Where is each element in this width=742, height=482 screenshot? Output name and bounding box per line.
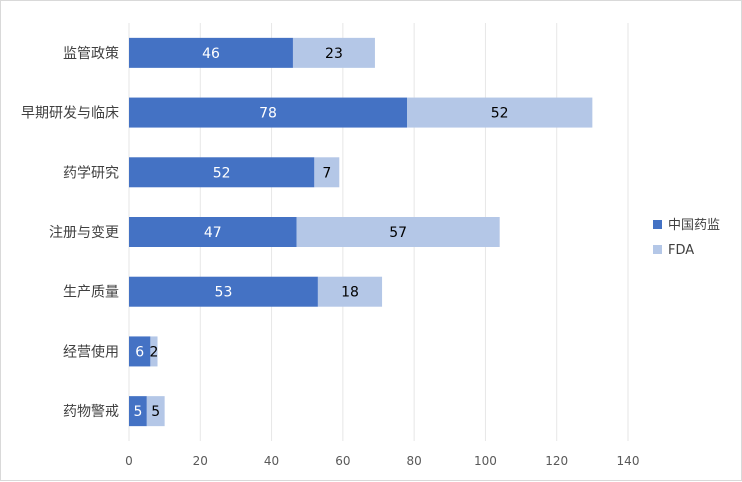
- x-tick-label: 40: [264, 454, 279, 468]
- legend-swatch: [653, 245, 662, 254]
- category-label: 监管政策: [63, 45, 119, 62]
- category-label: 药学研究: [63, 165, 119, 181]
- data-label: 52: [213, 165, 231, 181]
- bar-nmpa: [129, 217, 297, 247]
- category-label: 早期研发与临床: [21, 106, 119, 122]
- legend-entry: FDA: [668, 243, 694, 258]
- bar-fda: [407, 97, 593, 128]
- bar-nmpa: [129, 276, 318, 307]
- bar-fda: [150, 336, 158, 367]
- x-tick-label: 120: [545, 454, 568, 468]
- category-label: 生产质量: [63, 285, 119, 301]
- x-tick-label: 140: [617, 454, 640, 468]
- category-label: 药物警戒: [63, 404, 119, 420]
- bar-fda: [296, 217, 500, 247]
- bar-fda: [146, 396, 165, 427]
- legend-entry: 中国药监: [668, 218, 720, 233]
- legend-swatch: [653, 220, 662, 229]
- data-label: 53: [215, 285, 233, 301]
- data-label: 52: [491, 106, 509, 122]
- x-tick-label: 20: [193, 454, 208, 468]
- x-tick-label: 60: [335, 454, 350, 468]
- bar-nmpa: [129, 396, 147, 427]
- legend: 中国药监 FDA: [653, 218, 720, 258]
- category-label: 注册与变更: [49, 225, 119, 241]
- data-label: 5: [151, 404, 160, 420]
- data-label: 23: [325, 46, 343, 62]
- bar-fda: [292, 37, 375, 68]
- data-label: 47: [204, 225, 222, 241]
- x-tick-label: 0: [125, 454, 133, 468]
- data-label: 2: [149, 344, 158, 360]
- bar-nmpa: [129, 97, 408, 128]
- x-axis-ticks: 0 20 40 60 80 100 120 140: [125, 454, 639, 468]
- data-label: 46: [202, 46, 220, 62]
- bar-fda: [317, 276, 383, 307]
- bar-nmpa: [129, 336, 151, 367]
- data-label: 78: [259, 106, 277, 122]
- data-label: 6: [135, 344, 144, 360]
- x-tick-label: 80: [407, 454, 422, 468]
- x-tick-label: 100: [474, 454, 497, 468]
- bar-fda: [314, 157, 340, 188]
- bars: 46 23 78 52 52 7 47 57 53 18 6 2 5 5: [129, 37, 593, 427]
- data-label: 7: [322, 165, 331, 181]
- data-label: 57: [389, 225, 407, 241]
- bar-nmpa: [129, 157, 315, 188]
- bar-nmpa: [129, 37, 293, 68]
- category-label: 经营使用: [63, 343, 119, 360]
- data-label: 5: [133, 404, 142, 420]
- data-label: 18: [341, 285, 359, 301]
